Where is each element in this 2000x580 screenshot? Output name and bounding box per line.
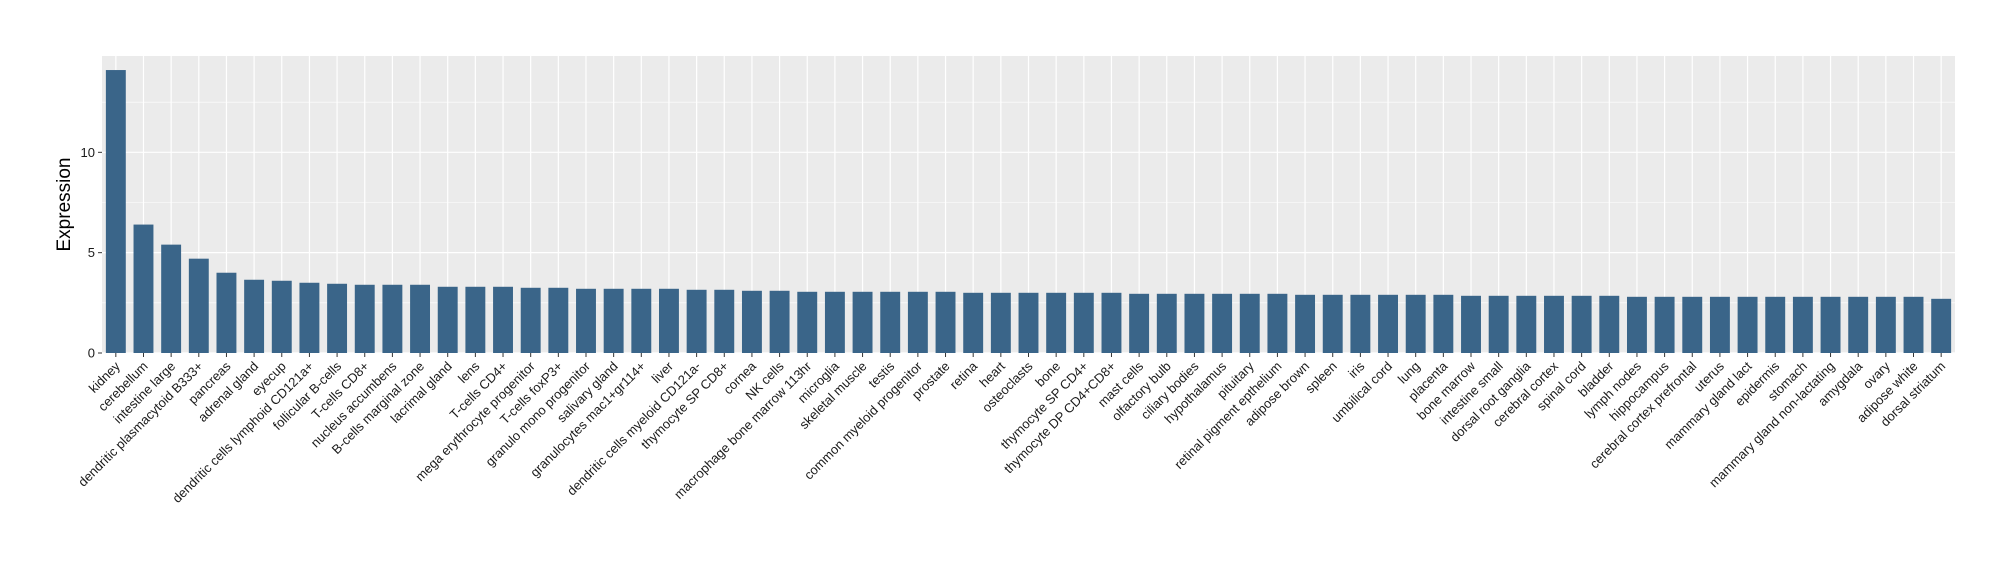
- bar: [1212, 293, 1233, 353]
- y-axis: 0 5 10: [81, 145, 102, 361]
- bar: [465, 286, 486, 353]
- bar: [1046, 292, 1067, 353]
- bar: [769, 290, 790, 353]
- bar: [1848, 296, 1869, 353]
- bar: [1267, 293, 1288, 353]
- bar: [244, 279, 265, 353]
- bar: [1765, 296, 1786, 353]
- bar: [1101, 292, 1122, 353]
- y-tick-label: 0: [88, 346, 95, 361]
- bar: [631, 288, 652, 353]
- bar: [105, 70, 126, 353]
- bar: [216, 272, 237, 353]
- bar: [327, 283, 348, 353]
- bar: [1129, 293, 1150, 353]
- bar: [1931, 298, 1952, 353]
- bar: [1295, 294, 1316, 353]
- bar: [161, 244, 182, 353]
- bar: [382, 284, 403, 353]
- bar: [1405, 294, 1426, 353]
- bar: [1488, 295, 1509, 353]
- bar: [1626, 296, 1647, 353]
- bar: [1378, 294, 1398, 353]
- bar: [299, 282, 320, 353]
- bar: [852, 291, 873, 353]
- bar: [1599, 295, 1620, 353]
- bar: [1792, 296, 1813, 353]
- bar: [1073, 292, 1094, 353]
- bar: [410, 284, 431, 353]
- bar: [963, 292, 984, 353]
- bar: [1350, 294, 1371, 353]
- bar: [1820, 296, 1841, 353]
- bar: [714, 289, 735, 353]
- bar: [576, 288, 596, 353]
- bar: [990, 292, 1011, 353]
- bar: [271, 280, 292, 353]
- bar: [1571, 295, 1592, 353]
- bars-group: [105, 70, 1952, 353]
- bar: [824, 291, 845, 353]
- bar: [1682, 296, 1703, 353]
- bar: [1654, 296, 1675, 353]
- bar: [1903, 296, 1924, 353]
- bar: [686, 289, 707, 353]
- x-tick-label: retina: [947, 358, 981, 392]
- bar: [548, 287, 569, 353]
- bar: [354, 284, 375, 353]
- bar: [188, 258, 209, 353]
- bar: [1433, 294, 1454, 353]
- bar: [1018, 292, 1039, 353]
- y-tick-label: 10: [81, 145, 95, 160]
- bar: [1322, 294, 1343, 353]
- bar: [659, 288, 679, 353]
- bar: [1544, 295, 1564, 353]
- bar: [1239, 293, 1260, 353]
- bar: [880, 291, 901, 353]
- y-tick-label: 5: [88, 245, 95, 260]
- bar: [1875, 296, 1896, 353]
- bar: [935, 291, 956, 353]
- bar: [797, 291, 818, 353]
- bar: [603, 288, 624, 353]
- bar: [520, 287, 541, 353]
- bar: [1156, 293, 1177, 353]
- bar: [133, 224, 154, 353]
- bar: [1516, 295, 1537, 353]
- bar: [1709, 296, 1730, 353]
- bar: [437, 286, 458, 353]
- bar: [1737, 296, 1758, 353]
- y-axis-title: Expression: [54, 158, 75, 252]
- bar: [1461, 295, 1481, 353]
- bar: [907, 291, 928, 353]
- bar: [493, 286, 513, 353]
- bar: [741, 290, 762, 353]
- bar: [1184, 293, 1205, 353]
- x-tick-label: spleen: [1302, 359, 1340, 397]
